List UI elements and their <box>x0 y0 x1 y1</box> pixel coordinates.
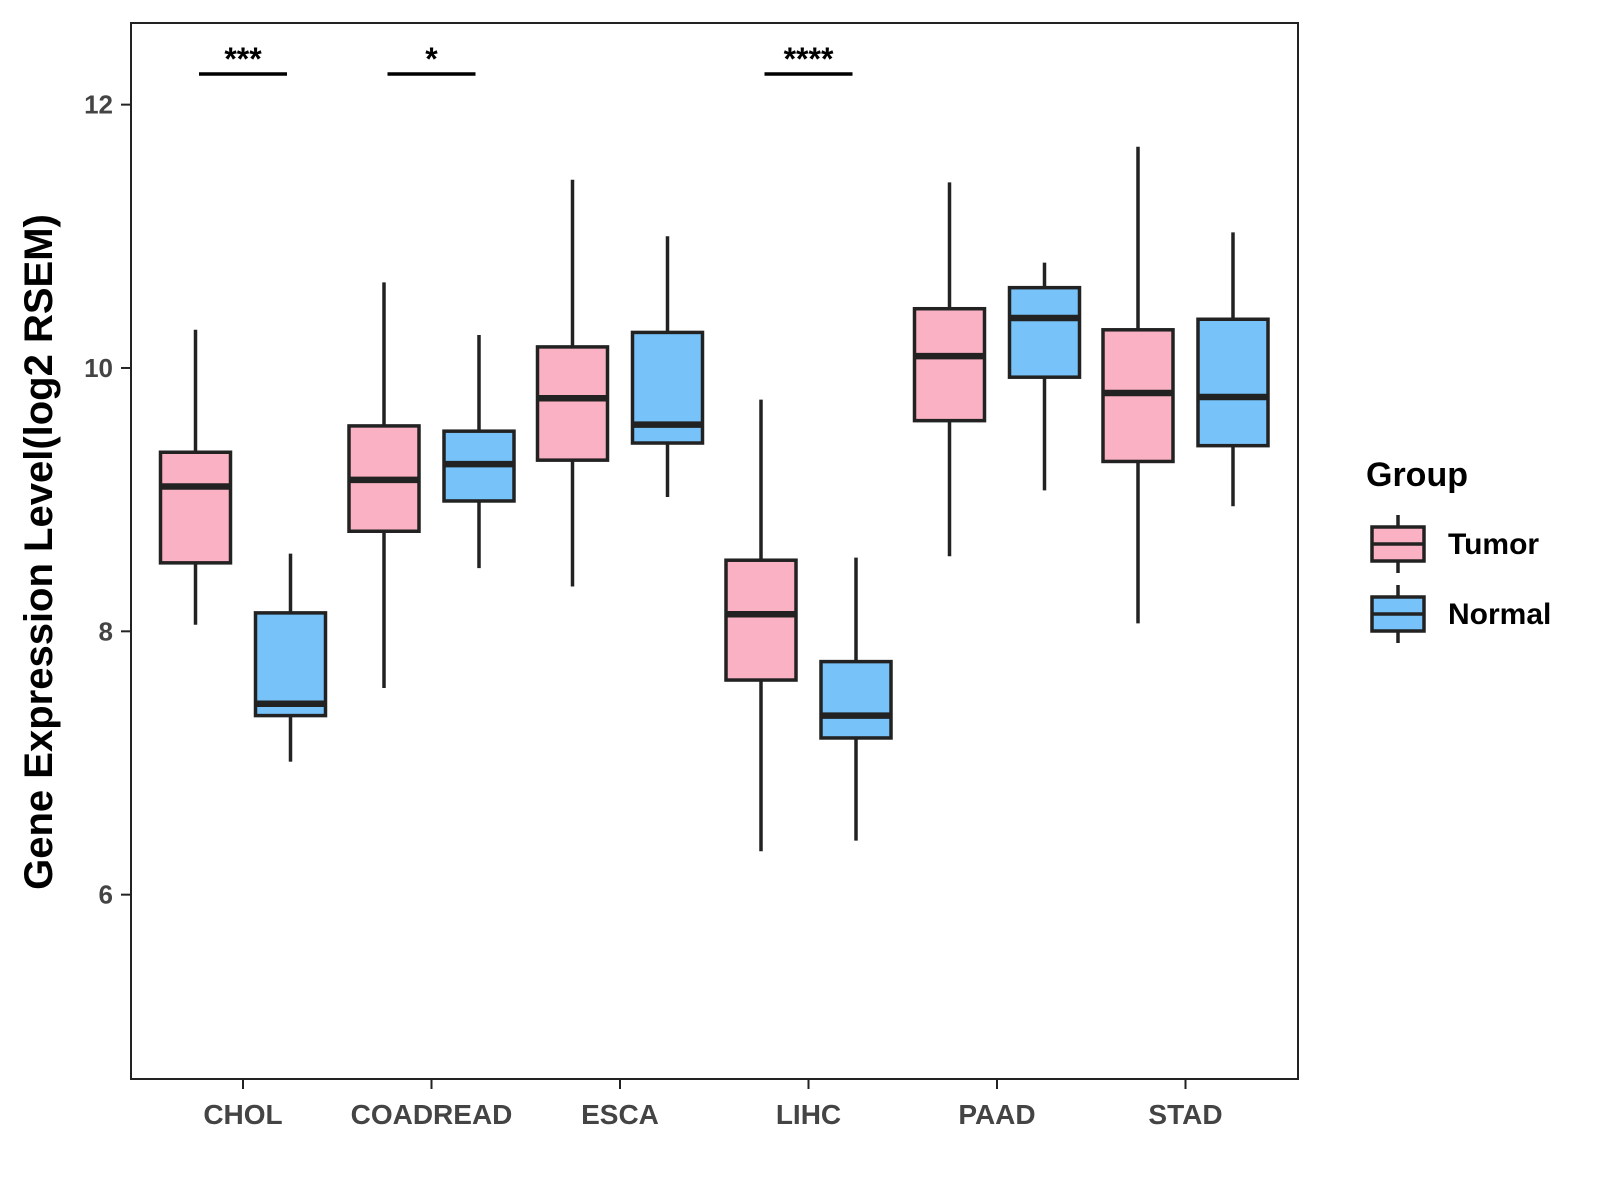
plot-panel-border <box>130 22 1299 1080</box>
box-body <box>535 345 610 462</box>
x-tick-label-lihc: LIHC <box>776 1099 841 1130</box>
box-body <box>1196 317 1270 448</box>
legend-label-normal: Normal <box>1448 598 1551 631</box>
box-tumor-lihc <box>724 399 798 852</box>
legend-title: Group <box>1366 456 1468 494</box>
box-normal-lihc <box>819 557 893 841</box>
legend: Group Tumor Normal <box>1366 456 1551 643</box>
y-tick-label: 8 <box>99 616 113 646</box>
y-axis: 6 8 10 12 <box>84 90 131 910</box>
box-body <box>253 611 328 718</box>
box-body <box>912 306 987 423</box>
x-axis: CHOL COADREAD ESCA LIHC PAAD STAD <box>203 1079 1223 1130</box>
box-body <box>1007 285 1082 379</box>
significance-label-lihc: **** <box>784 41 834 77</box>
box-body <box>158 450 233 565</box>
box-body <box>819 659 893 740</box>
significance-label-coadread: * <box>425 41 438 77</box>
legend-entry-tumor: Tumor <box>1370 515 1539 573</box>
x-tick-label-paad: PAAD <box>958 1099 1035 1130</box>
box-tumor-coadread <box>347 282 421 688</box>
y-tick-label: 6 <box>99 880 113 910</box>
box-normal-chol <box>253 553 328 762</box>
box-tumor-esca <box>535 179 610 587</box>
legend-label-tumor: Tumor <box>1448 528 1539 561</box>
box-normal-paad <box>1007 262 1082 491</box>
significance-annotations: *** * **** <box>199 41 853 77</box>
legend-entry-normal: Normal <box>1370 585 1551 643</box>
box-normal-esca <box>630 236 705 498</box>
box-tumor-stad <box>1101 146 1175 624</box>
significance-label-chol: *** <box>224 41 262 77</box>
x-tick-label-coadread: COADREAD <box>351 1099 513 1130</box>
y-axis-label: Gene Expression Level(log2 RSEM) <box>17 214 61 890</box>
x-tick-label-chol: CHOL <box>203 1099 282 1130</box>
x-tick-label-stad: STAD <box>1148 1099 1222 1130</box>
box-body <box>724 558 798 682</box>
y-tick-label: 10 <box>84 353 113 383</box>
box-normal-stad <box>1196 232 1270 507</box>
box-normal-coadread <box>442 335 516 569</box>
plot-area <box>158 146 1270 852</box>
x-tick-label-esca: ESCA <box>581 1099 659 1130</box>
y-tick-label: 12 <box>84 90 113 120</box>
box-tumor-chol <box>158 329 233 625</box>
box-tumor-paad <box>912 182 987 557</box>
